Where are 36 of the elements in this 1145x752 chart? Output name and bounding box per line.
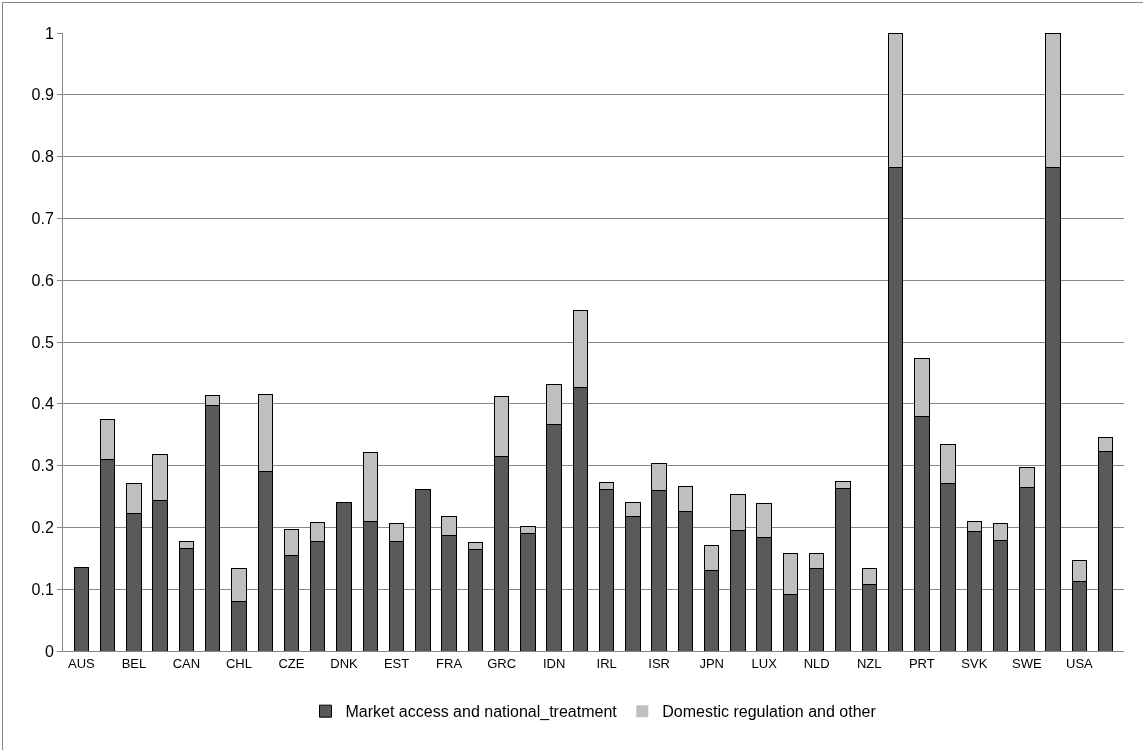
y-tick-label: 0.2 (31, 519, 54, 536)
bar (336, 502, 352, 651)
bar (73, 567, 90, 651)
x-tick-label: EST (383, 655, 410, 671)
y-tick-label: 0.1 (31, 580, 54, 598)
x-tick-label: JPN (699, 655, 724, 671)
x-tick-label: FRA (436, 655, 463, 671)
x-tick-label: LUX (751, 655, 778, 671)
y-tick-label: 0.5 (31, 333, 54, 351)
x-tick-label: GRC (487, 655, 517, 671)
x-tick-label: CZE (278, 655, 305, 671)
x-tick-label: IDN (542, 655, 566, 671)
x-tick-label: PRT (908, 655, 935, 671)
y-tick-label: 0.7 (31, 210, 54, 227)
x-tick-label: SWE (1012, 655, 1042, 671)
x-tick-label: NZL (856, 655, 882, 671)
x-tick-label: USA (1065, 655, 1094, 671)
y-tick-label: 0.9 (31, 86, 54, 104)
x-tick-label: DNK (330, 655, 359, 671)
x-tick-label: IRL (596, 655, 617, 671)
y-tick-label: 0.8 (31, 148, 54, 166)
y-tick-label: 0.3 (31, 457, 54, 475)
legend-label: Domestic regulation and other (662, 703, 877, 721)
x-tick-label: ISR (648, 655, 670, 671)
y-tick-label: 1 (44, 24, 54, 42)
x-tick-label: CAN (172, 655, 201, 671)
x-tick-label: AUS (68, 655, 96, 671)
y-tick-label: 0.4 (31, 395, 54, 413)
y-tick-label: 0 (44, 642, 54, 660)
y-tick-label: 0.6 (31, 271, 54, 289)
bar (415, 489, 431, 651)
x-tick-label: BEL (121, 655, 147, 671)
x-tick-label: SVK (961, 655, 988, 671)
x-tick-label: CHL (225, 655, 252, 671)
legend-label: Market access and national_treatment (345, 703, 618, 722)
x-tick-label: NLD (803, 655, 830, 671)
